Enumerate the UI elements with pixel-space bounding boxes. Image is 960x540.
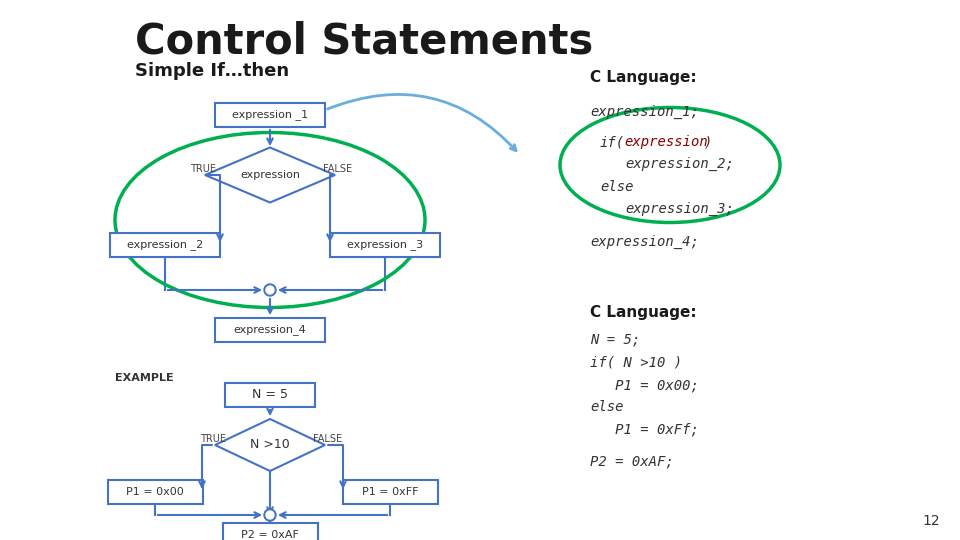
FancyBboxPatch shape — [108, 480, 203, 504]
Text: P1 = 0xFf;: P1 = 0xFf; — [590, 422, 699, 436]
Text: expression: expression — [624, 135, 708, 149]
Text: P2 = 0xAF;: P2 = 0xAF; — [590, 455, 674, 469]
FancyBboxPatch shape — [343, 480, 438, 504]
Text: else: else — [600, 180, 634, 194]
Text: FALSE: FALSE — [313, 434, 343, 444]
Text: 12: 12 — [923, 514, 940, 528]
Text: expression: expression — [240, 170, 300, 180]
Text: expression _1: expression _1 — [232, 110, 308, 120]
Text: expression _3: expression _3 — [347, 240, 423, 251]
Text: C Language:: C Language: — [590, 305, 697, 320]
Text: expression _2: expression _2 — [127, 240, 204, 251]
Text: FALSE: FALSE — [324, 164, 352, 174]
Text: P1 = 0x00: P1 = 0x00 — [126, 487, 184, 497]
Text: expression_4: expression_4 — [233, 325, 306, 335]
Text: expression_3;: expression_3; — [625, 202, 733, 216]
Polygon shape — [215, 419, 325, 471]
Circle shape — [264, 284, 276, 296]
Text: P2 = 0xAF: P2 = 0xAF — [241, 530, 299, 540]
Text: ): ) — [704, 135, 712, 149]
FancyBboxPatch shape — [223, 523, 318, 540]
Text: expression_4;: expression_4; — [590, 235, 699, 249]
Text: N = 5: N = 5 — [252, 388, 288, 402]
Polygon shape — [205, 147, 335, 202]
Text: N = 5;: N = 5; — [590, 332, 640, 346]
Circle shape — [264, 509, 276, 521]
Text: if(: if( — [600, 135, 625, 149]
Text: N >10: N >10 — [251, 438, 290, 451]
Text: TRUE: TRUE — [190, 164, 216, 174]
Text: expression_1;: expression_1; — [590, 105, 699, 119]
Text: P1 = 0xFF: P1 = 0xFF — [362, 487, 419, 497]
FancyBboxPatch shape — [110, 233, 220, 257]
Text: P1 = 0x00;: P1 = 0x00; — [590, 378, 699, 392]
Text: TRUE: TRUE — [200, 434, 226, 444]
Text: Simple If…then: Simple If…then — [135, 62, 289, 80]
Text: expression_2;: expression_2; — [625, 157, 733, 171]
Text: else: else — [590, 400, 623, 414]
Circle shape — [266, 286, 274, 294]
FancyBboxPatch shape — [330, 233, 440, 257]
FancyBboxPatch shape — [215, 318, 325, 342]
Text: EXAMPLE: EXAMPLE — [115, 373, 174, 383]
Text: Control Statements: Control Statements — [135, 20, 593, 62]
FancyBboxPatch shape — [215, 103, 325, 127]
Circle shape — [266, 511, 274, 519]
Text: if( N >10 ): if( N >10 ) — [590, 356, 683, 370]
FancyBboxPatch shape — [225, 383, 315, 407]
Text: C Language:: C Language: — [590, 70, 697, 85]
